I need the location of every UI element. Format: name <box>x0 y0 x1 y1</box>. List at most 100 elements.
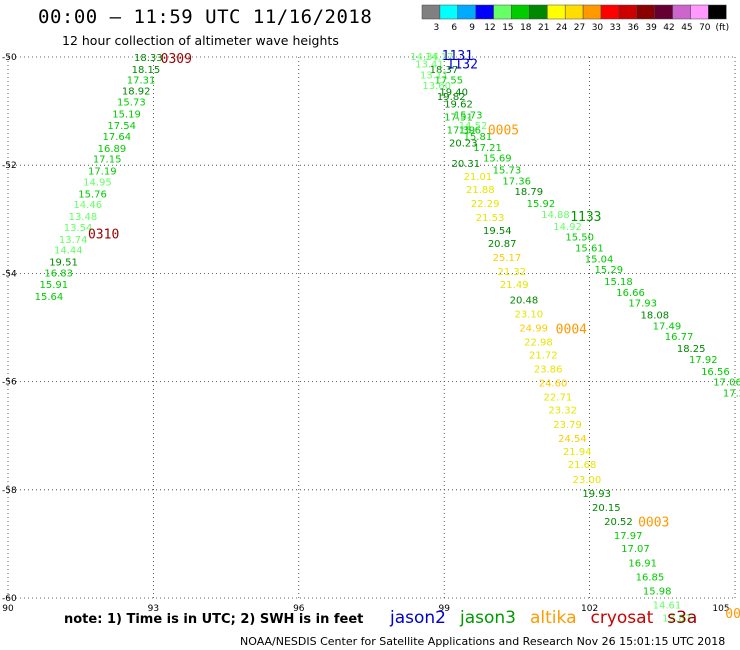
colorbar-swatch <box>475 4 494 20</box>
colorbar-swatch <box>618 4 638 20</box>
swh-point-label: 16.56 <box>701 367 730 378</box>
swh-point-label: 17.36 <box>502 176 531 187</box>
colorbar-label: 3 <box>433 23 439 33</box>
swh-point-label: 21.68 <box>568 460 597 471</box>
colorbar-label: 42 <box>663 23 674 33</box>
swh-point-label: 15.98 <box>643 586 672 597</box>
legend-jason2: jason2 <box>390 608 446 628</box>
swh-point-label: 19.54 <box>483 226 512 237</box>
swh-point-label: 15.64 <box>35 292 64 303</box>
swh-point-label: 17.64 <box>103 132 132 143</box>
swh-point-label: 17.21 <box>473 143 502 154</box>
swh-point-label: 17.31 <box>127 76 156 87</box>
swh-point-label: 20.48 <box>510 295 539 306</box>
swh-point-label: 13.48 <box>69 212 98 223</box>
x-tick-label: 90 <box>2 604 14 614</box>
legend-jason3: jason3 <box>460 608 516 628</box>
swh-point-label: 17.06 <box>713 378 740 389</box>
colorbar-swatch <box>564 4 584 20</box>
swh-point-label: 22.71 <box>544 393 573 404</box>
y-tick-label: -52 <box>2 161 17 171</box>
colorbar-swatch <box>708 4 727 20</box>
colorbar-label: 6 <box>451 23 457 33</box>
swh-point-label: 16.83 <box>44 268 73 279</box>
swh-point-label: 18.25 <box>677 344 706 355</box>
swh-point-label: 17.19 <box>88 167 117 178</box>
swh-point-label: 23.86 <box>534 365 563 376</box>
legend-s3a: s3a <box>667 608 698 628</box>
colorbar-label: 12 <box>484 23 495 33</box>
swh-point-label: 15.04 <box>585 254 614 265</box>
colorbar-swatch <box>457 4 476 20</box>
swh-point-label: 13.87 <box>662 613 691 624</box>
swh-point-label: 14.34 <box>410 52 439 63</box>
colorbar-label: 36 <box>627 23 639 33</box>
colorbar-unit: (ft) <box>716 23 730 33</box>
swh-point-label: 13.11 <box>420 70 449 81</box>
swh-point-label: 16.77 <box>665 332 694 343</box>
swh-point-label: 20.31 <box>451 159 480 170</box>
swh-point-label: 14.52 <box>459 121 488 132</box>
swh-point-label: 21.32 <box>498 267 527 278</box>
colorbar-label: 9 <box>469 23 475 33</box>
swh-point-label: 17.49 <box>653 321 682 332</box>
swh-point-label: 21.94 <box>563 447 592 458</box>
swh-point-label: 20.87 <box>488 239 517 250</box>
swh-point-label: 21.88 <box>466 185 495 196</box>
swh-point-label: 14.95 <box>83 177 112 188</box>
swh-point-label: 18.37 <box>430 65 459 76</box>
chart-title: 00:00 – 11:59 UTC 11/16/2018 <box>38 6 373 28</box>
colorbar-swatch <box>636 4 655 20</box>
swh-point-label: 18.92 <box>122 87 151 98</box>
swh-point-label: 17.2 <box>723 388 740 399</box>
swh-point-label: 19.82 <box>437 92 466 103</box>
x-tick-label: 102 <box>581 604 598 614</box>
swh-point-label: 17.97 <box>614 531 643 542</box>
swh-point-label: 19.51 <box>49 257 78 268</box>
swh-point-label: 17.92 <box>689 355 718 366</box>
swh-point-label: 22.29 <box>471 199 500 210</box>
swh-point-label: 17.54 <box>107 121 136 132</box>
swh-point-label: 19.93 <box>582 489 611 500</box>
pass-time-label: 1132 <box>447 58 478 73</box>
swh-point-label: 15.69 <box>483 154 512 165</box>
x-tick-label: 105 <box>712 604 729 614</box>
swh-point-label: 18.79 <box>514 187 543 198</box>
y-tick-label: -50 <box>2 53 17 63</box>
swh-point-label: 18.15 <box>132 65 161 76</box>
swh-point-label: 24.54 <box>558 434 587 445</box>
swh-point-label: 20.52 <box>604 517 633 528</box>
colorbar-label: 70 <box>699 23 711 33</box>
colorbar-label: 15 <box>502 23 513 33</box>
swh-point-label: 24.60 <box>539 379 568 390</box>
footnote: note: 1) Time is in UTC; 2) SWH is in fe… <box>64 612 364 627</box>
swh-point-label: 20.23 <box>449 138 478 149</box>
colorbar-label: 24 <box>556 23 568 33</box>
pass-time-label: 0310 <box>88 227 119 242</box>
x-tick-label: 93 <box>148 604 159 614</box>
swh-point-label: 21.49 <box>500 280 529 291</box>
data-points: 18.3318.1517.3118.9215.7315.1917.5417.64… <box>35 52 740 625</box>
swh-point-label: 22.98 <box>524 338 553 349</box>
swh-point-label: 23.79 <box>553 420 582 431</box>
swh-point-label: 17.15 <box>93 155 122 166</box>
colorbar-swatch <box>582 4 602 20</box>
colorbar-label: 27 <box>574 23 585 33</box>
x-tick-label: 96 <box>293 604 305 614</box>
swh-point-label: 16.66 <box>616 288 645 299</box>
colorbar-swatch <box>654 4 673 20</box>
swh-point-label: 15.81 <box>464 132 493 143</box>
colorbar-label: 33 <box>610 23 621 33</box>
swh-point-label: 14.92 <box>553 222 582 233</box>
swh-point-label: 21.01 <box>464 172 493 183</box>
swh-point-label: 15.29 <box>594 265 623 276</box>
swh-point-label: 15.73 <box>493 166 522 177</box>
colorbar-swatch <box>690 4 709 20</box>
colorbar-label: 39 <box>645 23 657 33</box>
pass-time-label: 1131 <box>442 49 473 64</box>
swh-point-label: 17.07 <box>621 544 650 555</box>
swh-point-label: 13.41 <box>415 59 444 70</box>
pass-time-label: 1133 <box>570 210 601 225</box>
swh-point-label: 25.17 <box>493 253 522 264</box>
y-tick-label: -54 <box>2 269 17 279</box>
